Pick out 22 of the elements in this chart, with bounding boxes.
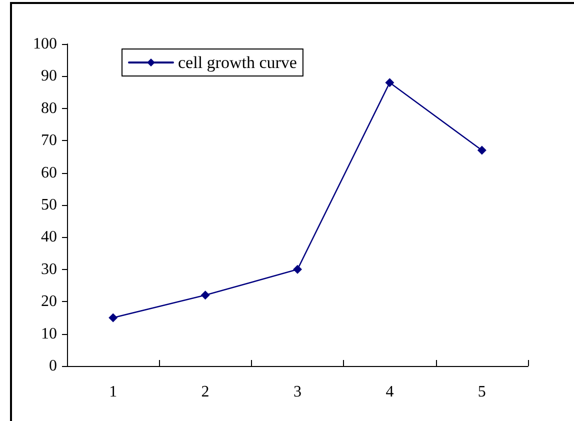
y-tick-label: 70 [41, 132, 57, 150]
y-tick-label: 60 [41, 164, 57, 182]
y-tick-label: 20 [41, 293, 57, 310]
x-tick-label: 4 [386, 384, 394, 400]
y-tick-label: 10 [41, 325, 57, 342]
y-tick-label: 0 [49, 358, 57, 374]
point [108, 313, 118, 322]
y-tick-label: 80 [41, 100, 57, 117]
x-tick-label: 3 [294, 384, 302, 400]
y-tick-label: 50 [41, 196, 57, 214]
point [477, 146, 486, 155]
legend-label: cell growth curve [178, 53, 297, 72]
point [385, 78, 394, 88]
y-tick-label: 100 [33, 36, 57, 52]
x-tick-label: 5 [478, 384, 486, 400]
x-tick-label: 2 [201, 384, 210, 400]
x-tick-label: 1 [109, 384, 118, 400]
point [293, 264, 302, 274]
y-tick-label: 90 [41, 68, 57, 85]
y-tick-label: 30 [41, 260, 57, 278]
y-tick-label: 40 [41, 228, 57, 246]
point [200, 290, 210, 300]
